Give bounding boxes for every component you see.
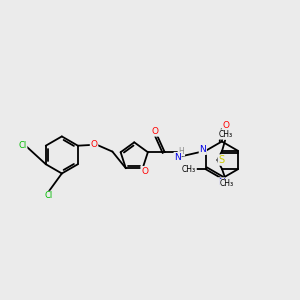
Text: O: O	[222, 121, 229, 130]
Text: O: O	[152, 127, 159, 136]
Text: H: H	[179, 147, 184, 156]
Text: O: O	[141, 167, 148, 176]
Text: O: O	[91, 140, 98, 149]
Text: Cl: Cl	[19, 141, 27, 150]
Text: N: N	[218, 178, 225, 187]
Text: CH₃: CH₃	[182, 165, 196, 174]
Text: S: S	[218, 155, 224, 165]
Text: CH₃: CH₃	[220, 179, 234, 188]
Text: N: N	[200, 145, 206, 154]
Text: N: N	[174, 153, 181, 162]
Text: CH₃: CH₃	[219, 130, 233, 139]
Text: Cl: Cl	[44, 191, 52, 200]
